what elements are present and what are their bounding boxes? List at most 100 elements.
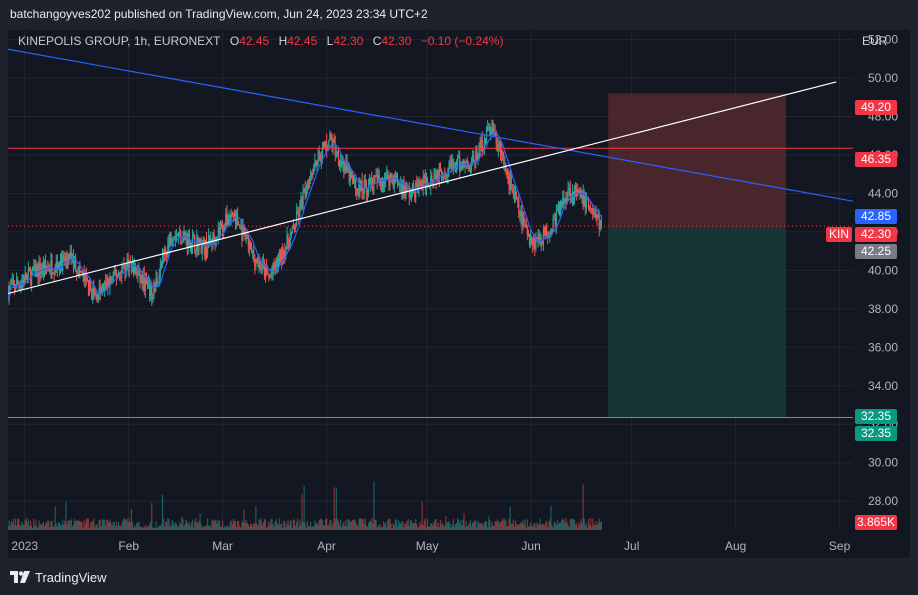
candle-body xyxy=(155,277,157,286)
candle-body xyxy=(594,212,596,215)
tradingview-brand[interactable]: TradingView xyxy=(10,568,107,586)
candle-body xyxy=(39,263,41,275)
volume-bar xyxy=(402,521,404,530)
legend-close-label: C xyxy=(372,34,382,48)
candle-body xyxy=(176,235,179,237)
volume-bar xyxy=(150,521,152,530)
candle-body xyxy=(277,258,279,267)
candle-body xyxy=(72,256,75,267)
volume-bar xyxy=(301,494,303,530)
volume-bar xyxy=(155,521,157,530)
candle-body xyxy=(522,217,524,228)
volume-bar xyxy=(593,524,595,530)
volume-bar xyxy=(384,524,386,530)
candle-body xyxy=(108,278,110,288)
legend-open-value: 42.45 xyxy=(239,34,270,48)
candle-body xyxy=(153,282,155,298)
volume-bar xyxy=(26,522,28,530)
candle-body xyxy=(454,167,457,172)
volume-bar xyxy=(235,527,238,530)
volume-bar xyxy=(397,519,400,530)
candle-body xyxy=(296,211,298,227)
candle-body xyxy=(145,278,148,284)
candle-body xyxy=(15,280,18,289)
candle-body xyxy=(46,266,48,269)
volume-bar xyxy=(355,521,357,530)
candle-body xyxy=(113,270,115,275)
candle-body xyxy=(118,272,121,274)
volume-bar xyxy=(370,520,372,530)
candle-body xyxy=(325,141,327,148)
candle-body xyxy=(393,175,395,187)
volume-bar xyxy=(136,522,138,530)
volume-bar xyxy=(585,522,587,530)
volume-bar xyxy=(121,523,123,530)
volume-bar xyxy=(40,524,42,530)
candle-body xyxy=(76,271,78,273)
candle-body xyxy=(267,270,269,275)
volume-bar xyxy=(186,521,188,530)
volume-bar xyxy=(531,525,533,530)
volume-bar xyxy=(88,527,91,530)
candle-body xyxy=(487,127,489,130)
candle-body xyxy=(90,280,92,289)
volume-bar xyxy=(191,519,194,530)
volume-bar xyxy=(536,522,538,530)
price-chart[interactable]: 28.0030.0032.0034.0036.0038.0040.0042.00… xyxy=(8,30,910,558)
candle-body xyxy=(124,266,126,274)
candle-body xyxy=(285,247,287,257)
volume-bar xyxy=(360,518,362,530)
currency-label: EUR xyxy=(862,34,888,48)
volume-bar xyxy=(309,521,312,530)
candle-body xyxy=(170,234,172,243)
candle-body xyxy=(268,274,270,277)
candle-body xyxy=(384,179,386,185)
candle-body xyxy=(178,232,180,237)
candle-body xyxy=(204,239,207,254)
volume-bar xyxy=(70,519,72,530)
candle-body xyxy=(343,161,345,172)
candle-body xyxy=(313,164,315,175)
candle-body xyxy=(135,265,137,274)
volume-bar xyxy=(567,525,569,530)
volume-bar xyxy=(11,522,13,530)
volume-bar xyxy=(58,522,61,530)
volume-bar xyxy=(548,522,550,530)
candle-body xyxy=(518,199,520,213)
candle-body xyxy=(330,134,332,140)
candle-body xyxy=(95,293,97,296)
volume-bar xyxy=(372,523,374,530)
volume-bar xyxy=(477,520,479,530)
volume-bar xyxy=(22,524,24,530)
volume-bar xyxy=(416,524,418,530)
volume-bar xyxy=(371,518,373,530)
volume-bar xyxy=(229,521,231,530)
volume-bar xyxy=(426,519,429,530)
candle-body xyxy=(38,263,40,277)
candle-body xyxy=(278,250,281,259)
chart-panel[interactable]: 28.0030.0032.0034.0036.0038.0040.0042.00… xyxy=(8,30,910,558)
candle-body xyxy=(453,167,455,169)
volume-bar xyxy=(113,521,115,530)
candle-body xyxy=(112,274,114,280)
candle-body xyxy=(367,178,370,193)
candle-body xyxy=(168,241,170,245)
candle-body xyxy=(541,242,543,244)
candle-body xyxy=(11,279,13,284)
volume-bar xyxy=(254,523,256,530)
volume-bar xyxy=(272,524,274,530)
volume-bar xyxy=(179,522,181,530)
volume-bar xyxy=(316,522,318,530)
volume-bar xyxy=(377,524,379,530)
candle-body xyxy=(195,249,197,252)
volume-bar xyxy=(61,525,63,530)
candle-body xyxy=(158,274,160,283)
candle-body xyxy=(109,279,111,288)
volume-bar xyxy=(176,525,179,530)
volume-bar xyxy=(94,527,96,530)
candle-body xyxy=(219,226,222,233)
volume-bar xyxy=(353,519,356,530)
candle-body xyxy=(154,282,156,286)
candle-body xyxy=(588,207,591,209)
volume-bar xyxy=(330,519,332,530)
